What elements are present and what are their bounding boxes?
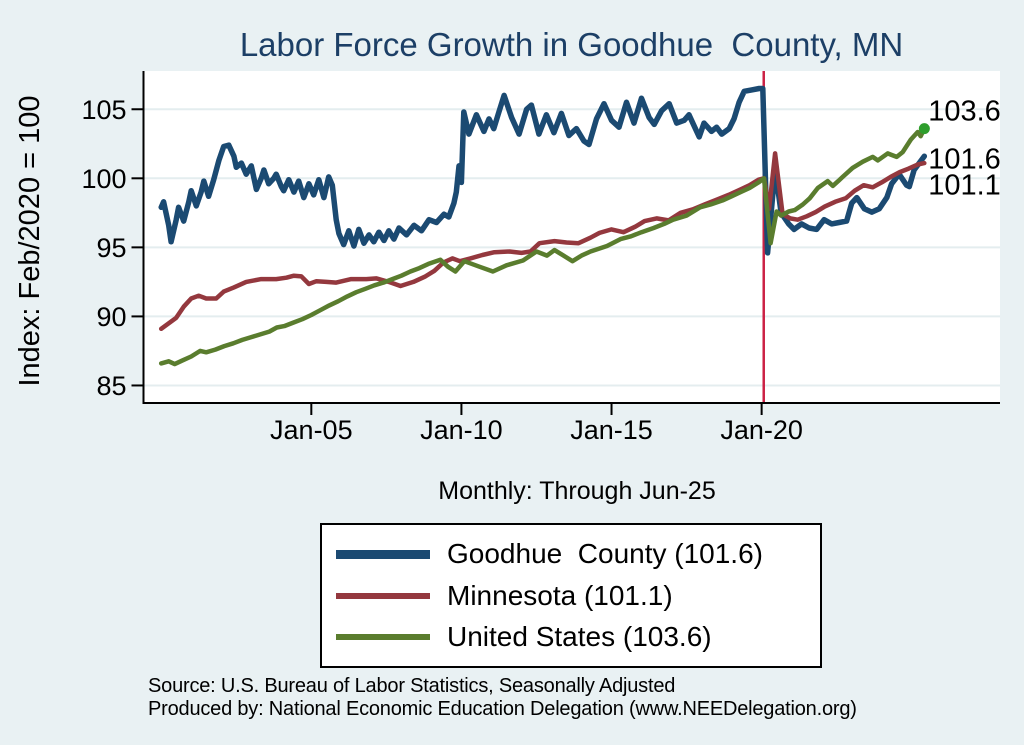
legend-label-minnesota: Minnesota (101.1) [447,579,673,611]
end-value-label-103.6: 103.6 [928,96,1001,128]
legend-label-goodhue-county: Goodhue County (101.6) [447,538,763,570]
source-note: Source: U.S. Bureau of Labor Statistics,… [148,675,676,697]
x-axis-note: Monthly: Through Jun-25 [438,477,716,505]
y-tick-label-85: 85 [96,371,126,401]
legend-box: Goodhue County (101.6) Minnesota (101.1)… [320,523,822,668]
end-value-label-101.1: 101.1 [928,170,1001,202]
plot-area [143,71,1000,403]
minnesota-line-swatch [336,592,430,599]
y-axis-title: Index: Feb/2020 = 100 [14,95,46,387]
chart-title: Labor Force Growth in Goodhue County, MN [239,26,904,63]
y-tick-label-105: 105 [81,95,126,125]
x-tick-label-Jan-10: Jan-10 [420,415,503,445]
x-tick-label-Jan-20: Jan-20 [720,415,803,445]
footer-notes: Source: U.S. Bureau of Labor Statistics,… [148,675,857,721]
legend-label-united-states: United States (103.6) [447,620,712,652]
y-tick-label-100: 100 [81,164,126,194]
legend-item-minnesota: Minnesota (101.1) [322,580,820,612]
y-tick-label-95: 95 [96,233,126,263]
produced-by-note: Produced by: National Economic Education… [148,698,857,720]
y-tick-label-90: 90 [96,302,126,332]
series-line-minnesota [158,151,927,332]
legend-item-united-states: United States (103.6) [322,621,820,653]
end-value-label-101.6: 101.6 [928,143,1001,175]
united-states-line-swatch [336,633,430,640]
goodhue-county-line-swatch [336,549,430,559]
legend-item-goodhue-county: Goodhue County (101.6) [322,538,820,570]
united-states-endpoint-marker [918,123,930,135]
x-tick-label-Jan-15: Jan-15 [570,415,653,445]
x-tick-label-Jan-05: Jan-05 [270,415,353,445]
series-line-united-states [158,126,927,367]
